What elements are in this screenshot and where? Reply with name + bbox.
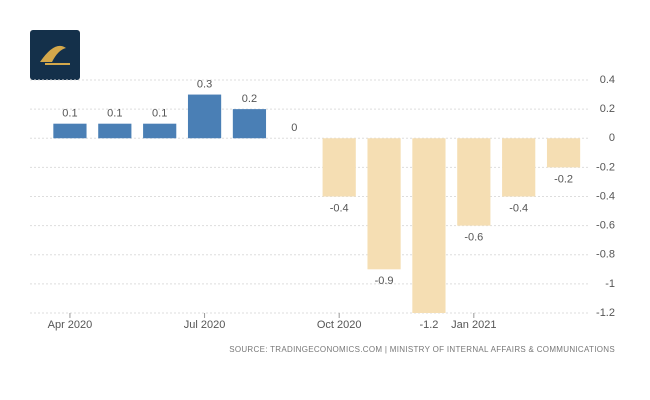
y-tick-label: 0.2 <box>600 103 615 115</box>
value-label: -0.6 <box>464 232 483 244</box>
value-label: 0.1 <box>107 108 122 120</box>
value-label: 0.2 <box>242 93 257 105</box>
bar <box>232 109 267 139</box>
x-tick-label: Jul 2020 <box>184 319 226 331</box>
value-label: 0.3 <box>197 78 212 90</box>
bar <box>187 94 222 139</box>
logo <box>30 30 80 80</box>
bar <box>367 138 401 270</box>
y-tick-label: 0 <box>609 132 615 144</box>
y-tick-label: 0.4 <box>600 74 615 86</box>
value-label: -0.4 <box>330 202 349 214</box>
source: SOURCE: TRADINGECONOMICS.COM | MINISTRY … <box>229 345 615 354</box>
y-tick-label: -0.6 <box>596 220 615 232</box>
x-tick-label: Apr 2020 <box>48 319 93 331</box>
y-tick-label: -1.2 <box>596 307 615 319</box>
value-label: -0.2 <box>554 173 573 185</box>
bar <box>143 123 177 139</box>
x-tick-label: Jan 2021 <box>451 319 496 331</box>
logo-mark <box>40 45 66 62</box>
y-tick-label: -1 <box>605 278 615 290</box>
bar <box>98 123 132 139</box>
bar <box>502 138 536 197</box>
bar <box>53 123 87 139</box>
y-tick-label: -0.2 <box>596 161 615 173</box>
value-label: -0.9 <box>375 275 394 287</box>
bar <box>457 138 491 226</box>
y-tick-label: -0.4 <box>596 190 615 202</box>
value-label: -0.4 <box>509 202 528 214</box>
value-label: -1.2 <box>419 319 438 331</box>
value-label: 0 <box>291 122 297 134</box>
bar <box>412 138 446 313</box>
x-tick-label: Oct 2020 <box>317 319 362 331</box>
y-tick-label: -0.8 <box>596 249 615 261</box>
bar <box>322 138 356 197</box>
value-label: 0.1 <box>62 108 77 120</box>
value-label: 0.1 <box>152 108 167 120</box>
bar <box>546 138 581 168</box>
